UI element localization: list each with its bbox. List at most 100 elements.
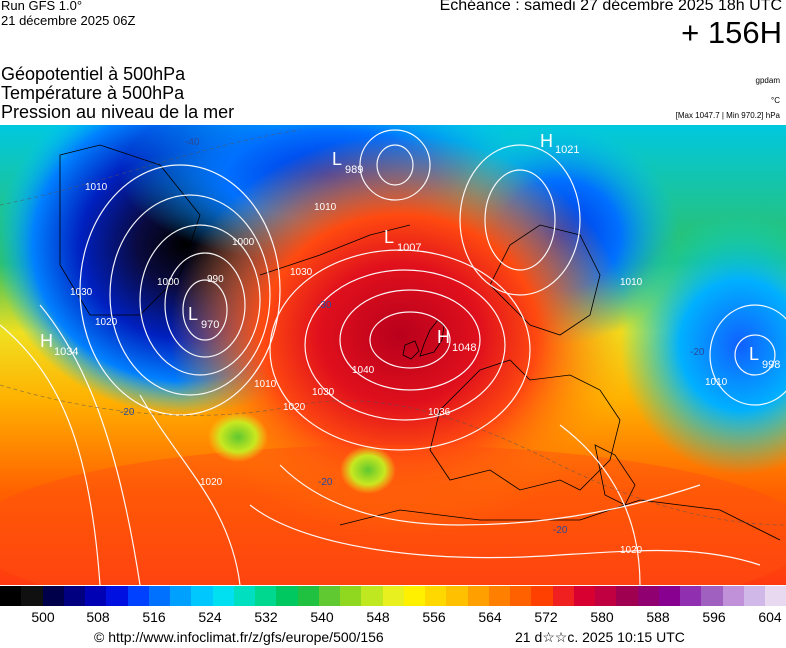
colorbar-swatch bbox=[148, 586, 170, 606]
colorbar-tick: 564 bbox=[478, 609, 502, 625]
isobar-label: 1020 bbox=[95, 317, 118, 328]
colorbar-tick: 596 bbox=[702, 609, 726, 625]
low-center-letter: L bbox=[332, 149, 342, 169]
isobar-label: 1020 bbox=[620, 545, 643, 556]
isobar-label: 1020 bbox=[283, 402, 306, 413]
colorbar-swatch bbox=[382, 586, 404, 606]
high-center-letter: H bbox=[540, 131, 553, 151]
colorbar-swatch bbox=[63, 586, 85, 606]
source-url[interactable]: © http://www.infoclimat.fr/z/gfs/europe/… bbox=[94, 629, 384, 645]
colorbar-swatch bbox=[255, 586, 277, 606]
colorbar-swatch bbox=[170, 586, 192, 606]
colorbar-tick: 580 bbox=[590, 609, 614, 625]
temperature-labels: -40 -30 -20 -20 -20 -20 bbox=[120, 137, 705, 536]
isobar-label: 1010 bbox=[254, 379, 277, 390]
colorbar-swatch bbox=[488, 586, 510, 606]
colorbar-swatch bbox=[276, 586, 298, 606]
colorbar-swatch bbox=[85, 586, 107, 606]
low-center-letter: L bbox=[384, 227, 394, 247]
colorbar-swatch bbox=[765, 586, 786, 606]
pressure-centers: L 989 H 1021 L 1007 L 970 H 1034 H 1048 … bbox=[40, 131, 780, 371]
colorbar-tick: 588 bbox=[646, 609, 670, 625]
temperature-label: -30 bbox=[317, 300, 332, 311]
run-date: 21 décembre 2025 06Z bbox=[1, 13, 136, 28]
colorbar-tick: 540 bbox=[310, 609, 334, 625]
colorbar-swatch bbox=[297, 586, 319, 606]
isobar-label: 1010 bbox=[85, 182, 108, 193]
isobar-label: 1010 bbox=[314, 202, 337, 213]
isobar-label: 1000 bbox=[157, 277, 180, 288]
colorbar-tick: 524 bbox=[198, 609, 222, 625]
high-center-value: 1034 bbox=[54, 346, 78, 358]
colorbar-swatch bbox=[212, 586, 234, 606]
field-temperature: Température à 500hPa bbox=[1, 83, 185, 103]
colorbar-swatch bbox=[361, 586, 383, 606]
temperature-label: -20 bbox=[318, 477, 333, 488]
colorbar-swatch bbox=[595, 586, 617, 606]
unit-temperature: °C bbox=[771, 96, 780, 105]
isobar-label: 1036 bbox=[428, 407, 451, 418]
isobar-label: 990 bbox=[207, 274, 224, 285]
low-center-letter: L bbox=[188, 304, 198, 324]
colorbar-swatch bbox=[743, 586, 765, 606]
high-center-value: 1048 bbox=[452, 342, 476, 354]
colorbar-tick: 508 bbox=[86, 609, 110, 625]
run-info: Run GFS 1.0° 21 décembre 2025 06Z bbox=[1, 0, 135, 28]
cool-pocket-2 bbox=[340, 446, 396, 494]
low-center-value: 989 bbox=[345, 164, 363, 176]
colorbar-swatch bbox=[340, 586, 362, 606]
field-pressure: Pression au niveau de la mer bbox=[1, 102, 235, 122]
colorbar-swatch bbox=[637, 586, 659, 606]
trough-east bbox=[620, 215, 786, 475]
isobar-label: 1010 bbox=[705, 377, 728, 388]
colorbar-swatch bbox=[510, 586, 532, 606]
temperature-contours bbox=[0, 129, 786, 526]
colorbar-swatch bbox=[552, 586, 574, 606]
colorbar-swatch bbox=[318, 586, 340, 606]
colorbar-tick: 500 bbox=[31, 609, 55, 625]
colorbar-swatch bbox=[233, 586, 255, 606]
temperature-label: -20 bbox=[120, 407, 135, 418]
colorbar-tick: 572 bbox=[534, 609, 558, 625]
forecast-valid-time: Echéance : samedi 27 décembre 2025 18h U… bbox=[439, 0, 782, 14]
colorbar-swatch bbox=[21, 586, 43, 606]
isobar-label: 1040 bbox=[352, 365, 375, 376]
unit-geopotential: gpdam bbox=[755, 76, 780, 85]
isobar-label: 1030 bbox=[290, 267, 313, 278]
cool-pocket-1 bbox=[208, 412, 268, 462]
coastlines bbox=[59, 144, 781, 541]
colorbar-swatch bbox=[106, 586, 128, 606]
isobar-label: 1030 bbox=[70, 287, 93, 298]
colorbar-tick: 604 bbox=[758, 609, 782, 625]
colorbar-swatch bbox=[658, 586, 680, 606]
isobar-label: 1020 bbox=[200, 477, 223, 488]
colorbar-swatch bbox=[446, 586, 468, 606]
colorbar-swatch bbox=[191, 586, 213, 606]
colorbar-swatch bbox=[573, 586, 595, 606]
colorbar-swatch bbox=[467, 586, 489, 606]
high-center-value: 1021 bbox=[555, 144, 579, 156]
weather-map: 1040 1030 1020 1010 1000 990 1036 1030 1… bbox=[0, 125, 786, 585]
colorbar-swatch bbox=[425, 586, 447, 606]
isobar-labels: 1040 1030 1020 1010 1000 990 1036 1030 1… bbox=[70, 182, 728, 556]
ridge-center bbox=[170, 135, 630, 535]
colorbar bbox=[0, 586, 786, 606]
forecast-step: + 156H bbox=[681, 15, 782, 50]
colorbar-swatch bbox=[531, 586, 553, 606]
high-center-letter: H bbox=[437, 327, 450, 347]
low-center-value: 970 bbox=[201, 319, 219, 331]
colorbar-tick: 532 bbox=[254, 609, 278, 625]
temperature-label: -20 bbox=[690, 347, 705, 358]
low-center-value: 998 bbox=[762, 359, 780, 371]
colorbar-tick: 548 bbox=[366, 609, 390, 625]
colorbar-swatch bbox=[127, 586, 149, 606]
colorbar-swatch bbox=[680, 586, 702, 606]
field-geopotential: Géopotentiel à 500hPa bbox=[1, 64, 186, 84]
generated-date: 21 d☆☆c. 2025 10:15 UTC bbox=[515, 629, 685, 645]
colorbar-swatch bbox=[0, 586, 22, 606]
colorbar-swatch bbox=[403, 586, 425, 606]
isobars bbox=[0, 129, 786, 585]
isobar-label: 1000 bbox=[232, 237, 255, 248]
temperature-label: -20 bbox=[553, 525, 568, 536]
run-model: Run GFS 1.0° bbox=[1, 0, 83, 13]
